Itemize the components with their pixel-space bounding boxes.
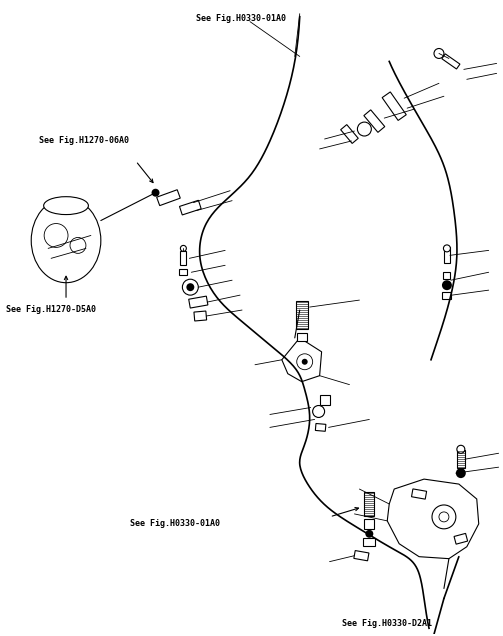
Bar: [194, 311, 207, 321]
Circle shape: [183, 279, 198, 295]
Bar: [454, 534, 468, 544]
Polygon shape: [387, 479, 479, 558]
Ellipse shape: [44, 197, 89, 214]
Bar: [319, 394, 329, 404]
Bar: [296, 301, 308, 329]
Circle shape: [302, 359, 308, 364]
Circle shape: [434, 48, 444, 59]
Circle shape: [187, 283, 194, 291]
Bar: [180, 269, 187, 275]
Circle shape: [44, 223, 68, 247]
Bar: [442, 54, 460, 69]
Bar: [156, 190, 180, 205]
Circle shape: [442, 280, 452, 290]
Circle shape: [313, 406, 324, 417]
Bar: [181, 251, 187, 265]
Bar: [341, 125, 358, 144]
Text: See Fig.H1270-D5A0: See Fig.H1270-D5A0: [7, 305, 97, 314]
Circle shape: [151, 189, 159, 197]
Circle shape: [439, 512, 449, 522]
Text: See Fig.H0330-01A0: See Fig.H0330-01A0: [130, 519, 220, 528]
Bar: [364, 110, 385, 132]
Bar: [382, 92, 406, 120]
Circle shape: [313, 406, 324, 417]
Bar: [364, 492, 374, 516]
Circle shape: [358, 122, 371, 136]
Bar: [364, 519, 374, 529]
Bar: [411, 489, 427, 499]
Bar: [443, 292, 451, 299]
Bar: [457, 450, 465, 468]
Polygon shape: [282, 338, 321, 382]
Bar: [444, 247, 450, 263]
Circle shape: [365, 530, 373, 538]
Bar: [363, 538, 375, 546]
Bar: [297, 333, 307, 341]
Circle shape: [181, 245, 187, 251]
Circle shape: [70, 237, 86, 253]
Bar: [354, 551, 369, 561]
Text: See Fig.H1270-06A0: See Fig.H1270-06A0: [39, 136, 129, 145]
Ellipse shape: [31, 198, 101, 282]
Circle shape: [444, 245, 450, 252]
Text: See Fig.H0330-D2A1: See Fig.H0330-D2A1: [342, 619, 432, 628]
Circle shape: [432, 505, 456, 529]
Bar: [189, 296, 208, 308]
Circle shape: [297, 354, 313, 370]
Bar: [180, 200, 201, 215]
Circle shape: [456, 468, 466, 478]
Circle shape: [457, 445, 465, 453]
Bar: [444, 272, 450, 279]
Text: See Fig.H0330-01A0: See Fig.H0330-01A0: [196, 14, 286, 23]
Bar: [315, 424, 326, 431]
